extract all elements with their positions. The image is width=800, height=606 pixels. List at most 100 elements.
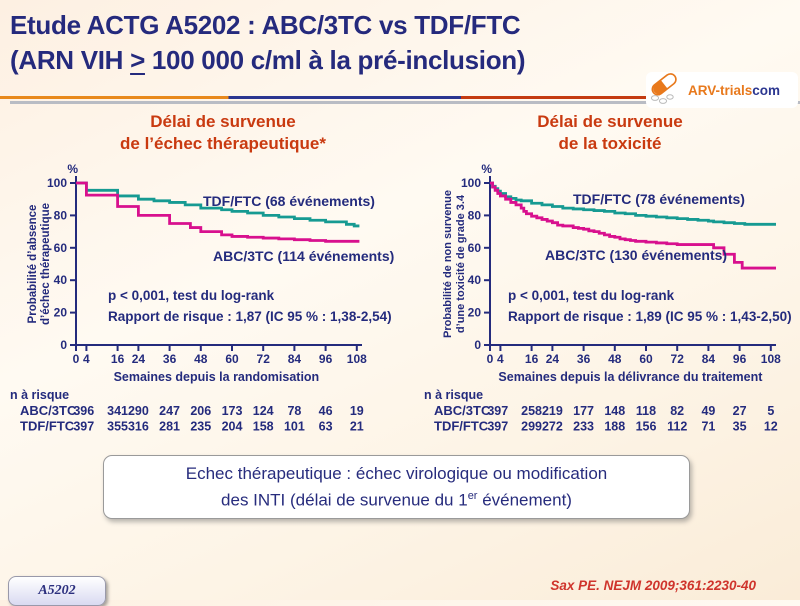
risk-value: 35 — [733, 420, 747, 434]
right-chart-title-line-2: de la toxicité — [558, 134, 662, 153]
y-axis-unit-label: % — [67, 162, 78, 176]
stats-line-1: p < 0,001, test du log-rank — [508, 288, 675, 303]
x-tick-label: 60 — [225, 352, 239, 366]
risk-value: 158 — [253, 420, 274, 434]
y-axis-unit-label: % — [481, 162, 492, 176]
risk-value: 118 — [636, 404, 656, 418]
risk-value: 281 — [159, 420, 180, 434]
left-chart-title-line-1: Délai de survenue — [150, 112, 296, 131]
risk-value: 12 — [764, 420, 778, 434]
y-tick-label: 60 — [468, 241, 482, 255]
x-tick-label: 72 — [257, 352, 271, 366]
risk-value: 156 — [636, 420, 657, 434]
risk-row-name-abc-3tc: ABC/3TC — [434, 403, 491, 418]
risk-value: 148 — [604, 404, 625, 418]
risk-value: 46 — [319, 404, 333, 418]
greater-equal-sign: > — [130, 45, 145, 75]
left-chart-title-line-2: de l’échec thérapeutique* — [120, 134, 326, 153]
x-tick-label: 24 — [546, 352, 560, 366]
risk-table-header: n à risque — [10, 388, 69, 402]
km-curve-tdf-ftc — [76, 181, 360, 228]
risk-value: 299 — [521, 420, 542, 434]
risk-value: 247 — [159, 404, 180, 418]
logo-text: ARV-trialscom — [688, 83, 780, 98]
x-tick-label: 84 — [702, 352, 716, 366]
risk-value: 124 — [253, 404, 274, 418]
risk-value: 397 — [487, 420, 508, 434]
x-tick-label: 84 — [288, 352, 302, 366]
risk-value: 101 — [284, 420, 305, 434]
x-tick-label: 108 — [347, 352, 367, 366]
risk-value: 177 — [573, 404, 594, 418]
risk-value: 63 — [319, 420, 333, 434]
risk-row-name-abc-3tc: ABC/3TC — [20, 403, 77, 418]
pill-capsule-icon — [646, 70, 688, 111]
risk-value: 78 — [287, 404, 301, 418]
y-tick-label: 20 — [54, 306, 68, 320]
header-divider-gray — [10, 101, 800, 104]
x-tick-label: 48 — [194, 352, 208, 366]
y-tick-label: 0 — [474, 338, 481, 352]
y-axis-label: Probabilité d’absenced’échec thérapeutiq… — [27, 203, 52, 325]
risk-row-name-tdf-ftc: TDF/FTC — [20, 419, 75, 434]
legend-label-tdf-ftc: TDF/FTC (68 événements) — [203, 193, 375, 209]
y-tick-label: 100 — [461, 176, 481, 190]
slide-title-line-2-post: 100 000 c/ml à la pré-inclusion) — [144, 45, 526, 75]
legend-label-abc-3tc: ABC/3TC (130 événements) — [545, 247, 727, 263]
right-chart-panel: % 0 20 40 60 80 100 0 4 16 24 36 48 60 72 84 96 108 Probab… — [420, 160, 800, 445]
risk-value: 19 — [350, 404, 364, 418]
risk-value: 316 — [128, 420, 149, 434]
y-tick-label: 100 — [47, 176, 67, 190]
x-tick-label: 48 — [608, 352, 622, 366]
note-line-2-post: événement) — [477, 490, 572, 510]
risk-value: 219 — [542, 404, 563, 418]
risk-row-name-tdf-ftc: TDF/FTC — [434, 419, 489, 434]
risk-value: 49 — [701, 404, 715, 418]
risk-value: 204 — [222, 420, 243, 434]
arv-trials-logo[interactable]: ARV-trialscom — [646, 72, 798, 108]
x-tick-label: 16 — [525, 352, 539, 366]
km-curve-abc-3tc — [76, 181, 360, 243]
y-tick-label: 40 — [54, 273, 68, 287]
slide-title-line-1: Etude ACTG A5202 : ABC/3TC vs TDF/FTC — [10, 10, 521, 40]
slide-title-line-2-pre: (ARN VIH — [10, 45, 131, 75]
risk-value: 206 — [190, 404, 211, 418]
right-chart-title-line-1: Délai de survenue — [537, 112, 683, 131]
stats-line-2: Rapport de risque : 1,87 (IC 95 % : 1,38… — [108, 309, 392, 324]
slide-title: Etude ACTG A5202 : ABC/3TC vs TDF/FTC (A… — [10, 8, 650, 78]
y-tick-label: 20 — [468, 306, 482, 320]
x-tick-label: 16 — [111, 352, 125, 366]
y-tick-label: 40 — [468, 273, 482, 287]
y-tick-label: 60 — [54, 241, 68, 255]
risk-value: 396 — [73, 404, 94, 418]
x-tick-label: 36 — [577, 352, 591, 366]
risk-value: 341 — [107, 404, 128, 418]
x-tick-label: 60 — [639, 352, 653, 366]
logo-text-suffix: com — [752, 82, 781, 98]
stats-line-2: Rapport de risque : 1,89 (IC 95 % : 1,43… — [508, 309, 792, 324]
x-tick-label: 36 — [163, 352, 177, 366]
right-chart-title: Délai de survenue de la toxicité — [445, 111, 775, 155]
definition-note-box: Echec thérapeutique : échec virologique … — [103, 455, 690, 519]
risk-value: 71 — [701, 420, 715, 434]
y-tick-label: 80 — [54, 208, 68, 222]
x-tick-label: 72 — [671, 352, 685, 366]
y-tick-label: 0 — [60, 338, 67, 352]
y-tick-label: 80 — [468, 208, 482, 222]
x-tick-label: 0 — [73, 352, 80, 366]
risk-value: 233 — [573, 420, 594, 434]
x-tick-label: 108 — [761, 352, 781, 366]
risk-value: 27 — [733, 404, 747, 418]
risk-value: 21 — [350, 420, 364, 434]
y-axis-label: Probabilité de non survenued’une toxicit… — [442, 190, 467, 338]
km-curve-abc-3tc — [490, 181, 776, 270]
x-axis-label: Semaines depuis la délivrance du traitem… — [498, 370, 763, 384]
study-badge: A5202 — [8, 576, 106, 606]
left-chart-title: Délai de survenue de l’échec thérapeutiq… — [58, 111, 388, 155]
x-tick-label: 96 — [733, 352, 747, 366]
risk-value: 235 — [190, 420, 211, 434]
x-tick-label: 96 — [319, 352, 333, 366]
risk-value: 258 — [521, 404, 542, 418]
